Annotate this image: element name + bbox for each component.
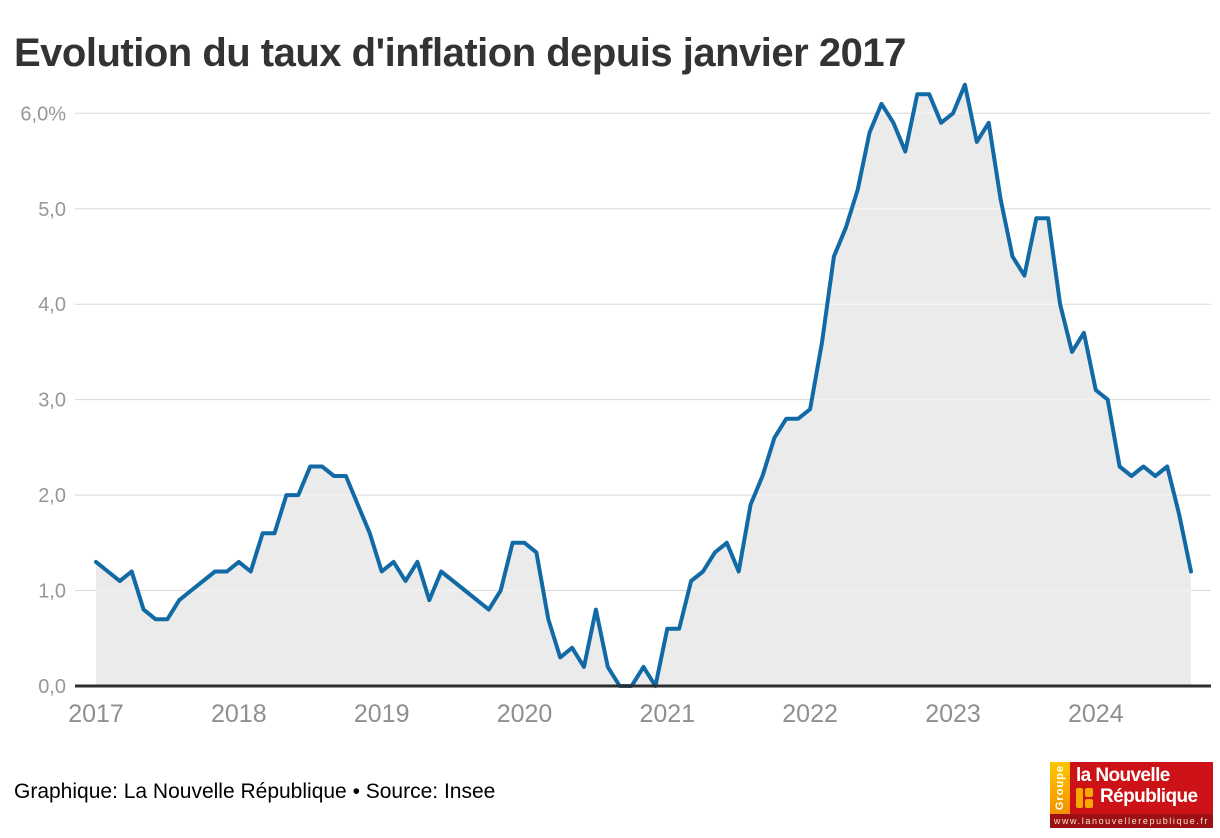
page-title: Evolution du taux d'inflation depuis jan…: [14, 30, 906, 75]
logo-blocks-icon: [1076, 788, 1094, 808]
y-tick-label: 2,0: [38, 485, 66, 507]
x-tick-label: 2023: [925, 700, 981, 728]
logo-url-bar: www.lanouvellerepublique.fr: [1050, 814, 1213, 828]
logo-groupe-strip: Groupe: [1050, 762, 1070, 814]
chart-source-caption: Graphique: La Nouvelle République • Sour…: [14, 780, 496, 803]
area-fill: [96, 84, 1191, 686]
logo-name-line1: la Nouvelle: [1076, 765, 1170, 786]
x-tick-label: 2022: [782, 700, 838, 728]
y-tick-label: 3,0: [38, 390, 66, 412]
x-tick-label: 2017: [68, 700, 124, 728]
x-tick-label: 2018: [211, 700, 267, 728]
x-tick-label: 2019: [354, 700, 410, 728]
x-tick-label: 2024: [1068, 700, 1124, 728]
logo-groupe-label: Groupe: [1054, 765, 1066, 811]
y-tick-label: 0,0: [38, 676, 66, 698]
logo-main-area: Groupe la Nouvelle République: [1050, 762, 1213, 814]
logo-wordmark: la Nouvelle République: [1070, 762, 1213, 814]
logo-name-line2: République: [1100, 786, 1198, 807]
logo-url-text: www.lanouvellerepublique.fr: [1053, 816, 1210, 826]
la-nouvelle-republique-logo: Groupe la Nouvelle République www.lanouv…: [1050, 762, 1213, 828]
y-tick-label: 6,0%: [20, 103, 66, 125]
inflation-line: [94, 82, 1193, 688]
y-tick-label: 5,0: [38, 199, 66, 221]
x-tick-label: 2020: [497, 700, 553, 728]
y-tick-label: 1,0: [38, 581, 66, 603]
y-tick-label: 4,0: [38, 294, 66, 316]
x-tick-label: 2021: [639, 700, 695, 728]
